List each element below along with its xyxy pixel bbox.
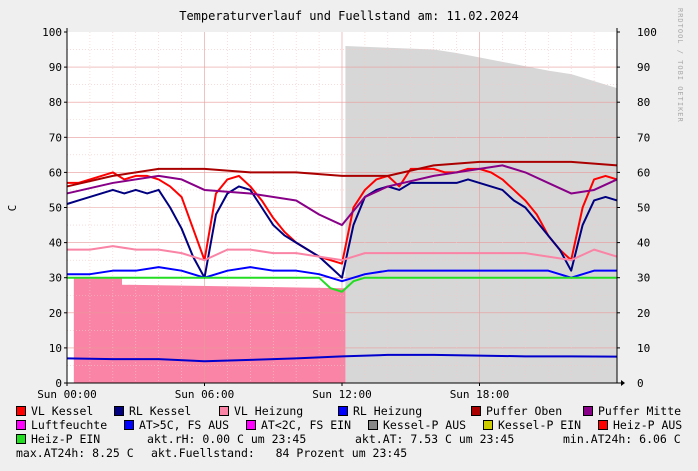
legend-swatch <box>124 420 134 430</box>
legend-item-heiz-p-ein: Heiz-P EIN <box>16 432 100 446</box>
legend-label: Heiz-P AUS <box>613 418 683 432</box>
series-rl-heizung <box>67 266 617 283</box>
legend-item-rl-heizung: RL Heizung <box>338 404 422 418</box>
legend-swatch <box>471 406 481 416</box>
y-tick-label: 0 <box>55 377 62 390</box>
y-tick-label: 60 <box>49 166 62 179</box>
stat-min-temp: min.AT24h: 6.06 C <box>563 432 681 446</box>
y-tick-label-right: 80 <box>637 96 650 109</box>
legend-swatch <box>246 420 256 430</box>
legend-swatch <box>598 420 608 430</box>
legend-swatch <box>338 406 348 416</box>
y-tick-label: 100 <box>42 26 62 39</box>
series-rl-kessel <box>66 178 618 279</box>
legend-swatch <box>219 406 229 416</box>
legend-item-heiz-p-aus: Heiz-P AUS <box>598 418 682 432</box>
legend-item-puffer-mitte: Puffer Mitte <box>583 404 681 418</box>
y-tick-label-right: 30 <box>637 272 650 285</box>
y-tick-label: 40 <box>49 237 62 250</box>
series-puffer-oben <box>66 160 618 188</box>
series-at-7-5 <box>66 353 618 363</box>
series-lines <box>66 160 618 363</box>
legend-swatch <box>16 406 26 416</box>
y-tick-label: 20 <box>49 307 62 320</box>
legend-swatch <box>16 420 26 430</box>
series-heiz-p-ein <box>67 276 617 293</box>
legend-item-luftfeuchte: Luftfeuchte <box>16 418 107 432</box>
y-tick-label: 90 <box>49 61 62 74</box>
series-puffer-mitte <box>66 164 618 227</box>
legend-item-kessel-p-ein: Kessel-P EIN <box>483 418 581 432</box>
x-tick-label: Sun 00:00 <box>37 388 97 400</box>
legend-label: Puffer Mitte <box>598 404 682 418</box>
legend-label: AT<2C, FS EIN <box>261 418 352 432</box>
stat-humidity: akt.rH: 0.00 C um 23:45 <box>147 432 307 446</box>
y-tick-label-right: 0 <box>637 377 644 390</box>
stat-fill-level: akt.Fuellstand: 84 Prozent um 23:45 <box>151 446 408 460</box>
legend-label: RL Kessel <box>129 404 192 418</box>
y-tick-label: 10 <box>49 342 62 355</box>
y-tick-label-right: 10 <box>637 342 650 355</box>
legend-label: RL Heizung <box>353 404 423 418</box>
legend-swatch <box>583 406 593 416</box>
legend-label: VL Heizung <box>234 404 304 418</box>
legend-item-vl-kessel: VL Kessel <box>16 404 93 418</box>
legend-swatch <box>16 434 26 444</box>
y-tick-label-right: 50 <box>637 202 650 215</box>
y-tick-label-right: 90 <box>637 61 650 74</box>
legend-item-kessel-p-aus: Kessel-P AUS <box>368 418 466 432</box>
axes: 0 0 10 10 20 20 30 30 40 40 50 50 60 60 70 70 80 80 90 90 10… <box>37 26 657 400</box>
legend-label: Kessel-P EIN <box>498 418 582 432</box>
y-tick-label: 70 <box>49 131 62 144</box>
legend-item-vl-heizung: VL Heizung <box>219 404 303 418</box>
stat-outdoor-temp: akt.AT: 7.53 C um 23:45 <box>355 432 515 446</box>
legend-label: Luftfeuchte <box>31 418 108 432</box>
y-tick-label-right: 70 <box>637 131 650 144</box>
legend-item-puffer-oben: Puffer Oben <box>471 404 562 418</box>
x-tick-label: Sun 06:00 <box>175 388 235 400</box>
temperature-chart: 0 0 10 10 20 20 30 30 40 40 50 50 60 60 70 70 80 80 90 90 10… <box>6 26 657 400</box>
y-tick-label-right: 40 <box>637 237 650 250</box>
legend-item-rl-kessel: RL Kessel <box>114 404 191 418</box>
legend-item-at-fs-aus: AT>5C, FS AUS <box>124 418 229 432</box>
y-tick-label: 50 <box>49 202 62 215</box>
legend-item-at-fs-ein: AT<2C, FS EIN <box>246 418 351 432</box>
area-heiz-p-aus <box>73 277 346 383</box>
legend-swatch <box>368 420 378 430</box>
y-tick-label: 30 <box>49 272 62 285</box>
legend-label: AT>5C, FS AUS <box>139 418 230 432</box>
legend-label: Kessel-P AUS <box>383 418 467 432</box>
legend-swatch <box>114 406 124 416</box>
chart-title: Temperaturverlauf und Fuellstand am: 11.… <box>179 9 519 23</box>
series-vl-kessel <box>67 167 618 265</box>
x-tick-label: Sun 18:00 <box>450 388 510 400</box>
y-tick-label-right: 100 <box>637 26 657 39</box>
series-vl-heizung <box>67 245 618 262</box>
legend-label: Puffer Oben <box>486 404 563 418</box>
rrdtool-watermark: RRDTOOL / TOBI OETIKER <box>676 8 684 123</box>
y-tick-label: 80 <box>49 96 62 109</box>
y-tick-label-right: 20 <box>637 307 650 320</box>
stat-max-temp: max.AT24h: 8.25 C <box>16 446 134 460</box>
y-axis-label: C <box>6 205 19 212</box>
legend-swatch <box>483 420 493 430</box>
y-tick-label-right: 60 <box>637 166 650 179</box>
legend-label: Heiz-P EIN <box>31 432 101 446</box>
legend-label: VL Kessel <box>31 404 94 418</box>
x-tick-label: Sun 12:00 <box>312 388 372 400</box>
x-axis-arrow <box>621 380 625 386</box>
